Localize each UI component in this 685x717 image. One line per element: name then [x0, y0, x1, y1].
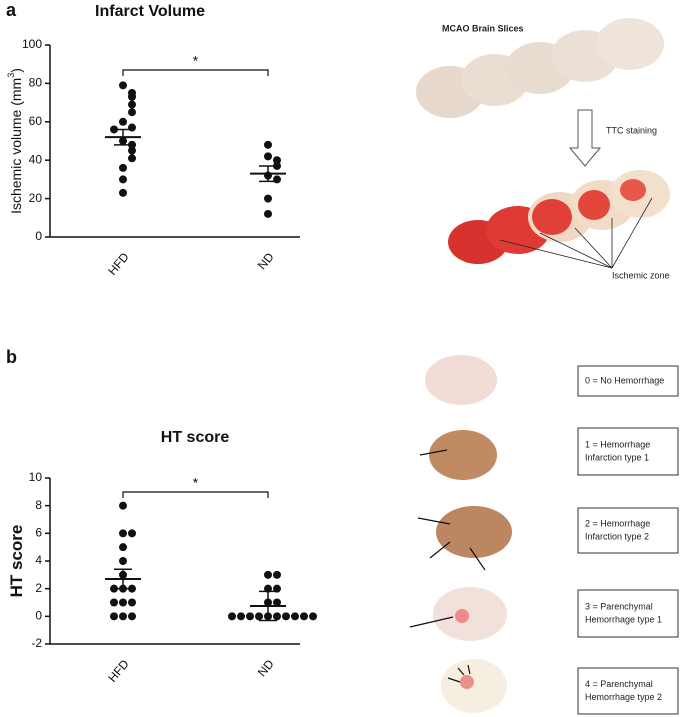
data-point [300, 612, 308, 621]
data-point [128, 529, 136, 538]
data-point [110, 598, 118, 607]
significance-label: * [193, 475, 199, 491]
data-point [119, 81, 127, 90]
y-tick-label: 4 [35, 553, 42, 567]
data-point [119, 117, 127, 126]
zone-label: Ischemic zone [612, 270, 670, 280]
error-bar [259, 590, 277, 622]
data-point [119, 598, 127, 607]
scale-box [577, 667, 679, 715]
data-point [273, 156, 281, 165]
data-point [128, 154, 136, 163]
data-point [110, 612, 118, 621]
data-point [246, 612, 254, 621]
scale-label: 1 = Hemorrhage [585, 439, 650, 449]
y-axis-label: HT score [7, 525, 26, 598]
x-tick-label: ND [255, 657, 277, 680]
scale-box [577, 507, 679, 554]
data-point [264, 584, 272, 593]
y-tick-label: 10 [29, 470, 43, 484]
y-tick-label: 6 [35, 526, 42, 540]
significance-bracket [122, 69, 269, 76]
y-tick-label: -2 [31, 636, 42, 650]
data-point [119, 501, 127, 510]
scale-box [577, 427, 679, 476]
error-bar [114, 128, 132, 146]
scale-label: Infarction type 2 [585, 531, 649, 541]
data-point [119, 175, 127, 184]
data-point [128, 92, 136, 101]
x-tick-label: HFD [105, 250, 132, 278]
data-point [119, 163, 127, 172]
data-point [128, 598, 136, 607]
y-tick-label: 100 [22, 37, 42, 51]
data-point [273, 598, 281, 607]
ttc-title: MCAO Brain Slices [442, 23, 524, 33]
y-axis-label-part: 3 [6, 73, 16, 78]
data-point [264, 140, 272, 149]
data-point [273, 612, 281, 621]
y-tick-label: 80 [29, 76, 43, 90]
error-bar [259, 165, 277, 183]
y-tick-label: 2 [35, 581, 42, 595]
brain-slices [416, 18, 664, 118]
data-point [119, 612, 127, 621]
scale-label: Hemorrhage type 1 [585, 614, 662, 624]
y-tick-label: 60 [29, 114, 43, 128]
y-axis-label-part: Ischemic volume (mm [8, 78, 24, 214]
chart-title: Infarct Volume [95, 3, 205, 20]
chart-title: HT score [161, 429, 230, 446]
scale-label: 4 = Parenchymal [585, 679, 653, 689]
y-axis-label-part: ) [8, 68, 24, 73]
data-point [119, 557, 127, 565]
panel-label: a [6, 0, 17, 20]
data-point [128, 100, 136, 109]
y-tick-label: 40 [29, 152, 43, 166]
data-point [273, 584, 281, 593]
y-axis-label: Ischemic volume (mm3) [6, 68, 23, 214]
data-point [128, 146, 136, 155]
scale-label: 3 = Parenchymal [585, 601, 653, 611]
data-point [291, 612, 299, 621]
scale-box [577, 589, 679, 638]
data-point [255, 612, 263, 621]
data-point [119, 529, 127, 538]
panel-label: b [6, 347, 17, 367]
scale-label: Infarction type 1 [585, 452, 649, 462]
y-tick-label: 8 [35, 498, 42, 512]
y-tick-label: 0 [35, 609, 42, 623]
x-tick-label: ND [255, 250, 277, 273]
scale-label: Hemorrhage type 2 [585, 692, 662, 702]
data-point [128, 612, 136, 621]
data-point [119, 188, 127, 197]
arrow [568, 109, 602, 167]
error-bar [114, 568, 132, 590]
significance-label: * [193, 53, 199, 69]
data-point [228, 612, 236, 621]
ttc-step: TTC staining [606, 125, 657, 135]
data-point [309, 612, 317, 621]
data-point [282, 612, 290, 621]
data-point [237, 612, 245, 621]
data-point [128, 108, 136, 117]
data-point [273, 175, 281, 184]
data-point [119, 543, 127, 552]
data-point [128, 123, 136, 132]
data-point [264, 194, 272, 203]
y-axis-label-part: HT score [7, 525, 26, 598]
scale-box [577, 365, 679, 397]
ht-brains [409, 355, 512, 713]
scale-label: 2 = Hemorrhage [585, 518, 650, 528]
data-point [264, 209, 272, 218]
data-point [264, 152, 272, 161]
x-tick-label: HFD [105, 657, 132, 685]
y-tick-label: 20 [29, 191, 43, 205]
y-tick-label: 0 [35, 229, 42, 243]
scale-label: 0 = No Hemorrhage [585, 375, 664, 385]
data-point [264, 570, 272, 579]
significance-bracket [122, 491, 269, 498]
data-point [273, 570, 281, 579]
stained-slices [448, 170, 670, 269]
